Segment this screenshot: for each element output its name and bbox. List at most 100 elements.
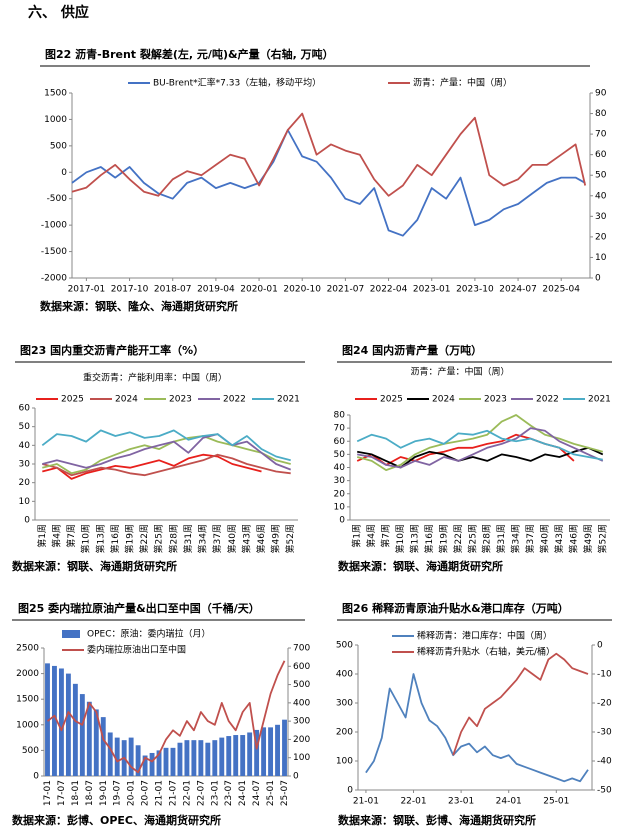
y2-tick-label: 100 <box>293 753 310 763</box>
series-line <box>42 435 291 475</box>
x-tick-label: 2020-10 <box>283 285 321 295</box>
x-tick-label: 24-01 <box>496 797 522 807</box>
legend-label: 2025 <box>380 395 403 405</box>
y2-tick-label: 400 <box>293 698 310 708</box>
x-tick-label: 25-01 <box>543 797 569 807</box>
x-tick-label: 第13周 <box>409 524 421 553</box>
chart-subtitle: 沥青：产量：中国（周） <box>410 366 509 378</box>
x-tick-label: 18-07 <box>85 780 95 806</box>
section-title: 六、 供应 <box>28 4 89 21</box>
x-tick-label: 2023-01 <box>413 285 451 295</box>
legend-label: 2025 <box>61 395 84 405</box>
y-tick-label: 10 <box>19 497 31 507</box>
bar <box>163 747 169 776</box>
chart-title: 图25 委内瑞拉原油产量&出口至中国（千桶/天） <box>18 601 260 615</box>
x-tick-label: 2025-04 <box>542 285 580 295</box>
x-tick-label: 第46周 <box>255 524 267 553</box>
x-tick-label: 第49周 <box>582 524 594 553</box>
x-tick-label: 第43周 <box>553 524 565 553</box>
bar <box>52 665 57 776</box>
x-tick-label: 第7周 <box>65 524 77 548</box>
bar <box>142 755 148 776</box>
y-tick-label: 1000 <box>44 115 67 125</box>
y-tick-label: 2500 <box>16 644 39 654</box>
legend-label: 稀释沥青升贴水（右轴，美元/桶） <box>417 646 555 658</box>
bar <box>86 701 92 776</box>
y-tick-label: 1000 <box>16 720 39 730</box>
bar <box>282 719 287 776</box>
y2-tick-label: 50 <box>595 171 607 181</box>
x-tick-label: 21-07 <box>168 780 178 806</box>
series-line <box>42 453 262 480</box>
x-tick-label: 第28周 <box>481 524 493 553</box>
x-tick-label: 2022-04 <box>370 285 408 295</box>
x-tick-label: 第13周 <box>94 524 106 553</box>
x-tick-label: 第34周 <box>197 524 209 553</box>
series-line <box>452 652 589 756</box>
bar <box>191 740 197 776</box>
y-tick-label: 0 <box>24 516 30 526</box>
x-tick-label: 第19周 <box>437 524 449 553</box>
x-tick-label: 25-07 <box>280 780 290 806</box>
bar <box>65 673 71 776</box>
legend-label: 2021 <box>277 395 300 405</box>
x-tick-label: 第34周 <box>510 524 522 553</box>
x-tick-label: 23-01 <box>210 780 220 806</box>
legend-label: 2022 <box>223 395 246 405</box>
chart-title: 图24 国内沥青产量（万吨） <box>342 343 482 357</box>
x-tick-label: 2020-01 <box>240 285 278 295</box>
series-line <box>42 433 292 471</box>
x-tick-label: 第25周 <box>153 524 165 553</box>
legend-label: 2023 <box>169 395 192 405</box>
y-tick-label: 60 <box>19 404 31 414</box>
legend-label: 沥青：产量：中国（周） <box>413 77 512 89</box>
y-tick-label: 10 <box>334 502 346 512</box>
y2-tick-label: 10 <box>595 253 607 263</box>
source-note: 数据来源：钢联、隆众、海通期货研究所 <box>40 299 238 313</box>
x-tick-label: 第49周 <box>270 524 282 553</box>
bar <box>45 663 50 776</box>
x-tick-label: 第52周 <box>596 524 608 553</box>
y2-tick-label: 500 <box>293 680 310 690</box>
x-tick-label: 第1周 <box>36 524 48 548</box>
bar <box>114 737 120 776</box>
x-tick-label: 21-01 <box>155 780 165 806</box>
x-tick-label: 22-07 <box>196 780 206 806</box>
x-tick-label: 第10周 <box>80 524 92 553</box>
series-line <box>71 129 586 237</box>
y-tick-label: 50 <box>19 422 31 432</box>
bar <box>93 709 99 776</box>
y-tick-label: 500 <box>50 141 67 151</box>
y2-tick-label: 90 <box>595 89 607 99</box>
bar <box>100 717 106 776</box>
source-note: 数据来源：钢联、海通期货研究所 <box>12 559 177 573</box>
x-tick-label: 23-01 <box>448 797 474 807</box>
y-tick-label: 0 <box>61 168 67 178</box>
x-tick-label: 20-07 <box>141 780 151 806</box>
x-tick-label: 24-01 <box>238 780 248 806</box>
y-tick-label: 300 <box>336 699 353 709</box>
x-tick-label: 2017-01 <box>68 285 106 295</box>
y-tick-label: 80 <box>334 411 346 421</box>
x-tick-label: 第37周 <box>211 524 223 553</box>
bar <box>233 735 239 776</box>
x-tick-label: 17-07 <box>57 780 67 806</box>
y-tick-label: 200 <box>336 728 353 738</box>
legend-label: 稀释沥青：港口库存：中国（周） <box>417 630 552 642</box>
source-note: 数据来源：钢联、彭博、海通期货研究所 <box>338 813 536 827</box>
x-tick-label: 第19周 <box>123 524 135 553</box>
legend-label: 2023 <box>484 395 507 405</box>
x-tick-label: 第16周 <box>109 524 121 553</box>
y-tick-label: 0 <box>339 516 345 526</box>
y-tick-label: 70 <box>334 424 346 434</box>
x-tick-label: 第37周 <box>524 524 536 553</box>
chart-title: 图23 国内重交沥青产能开工率（%） <box>20 343 204 357</box>
y-tick-label: 2000 <box>16 669 39 679</box>
y2-tick-label: -40 <box>597 757 612 767</box>
legend-label: BU-Brent*汇率*7.33（左轴，移动平均） <box>153 77 321 89</box>
y-tick-label: -500 <box>47 194 68 204</box>
bar <box>107 732 113 776</box>
bar <box>198 740 204 776</box>
x-tick-label: 第31周 <box>495 524 507 553</box>
